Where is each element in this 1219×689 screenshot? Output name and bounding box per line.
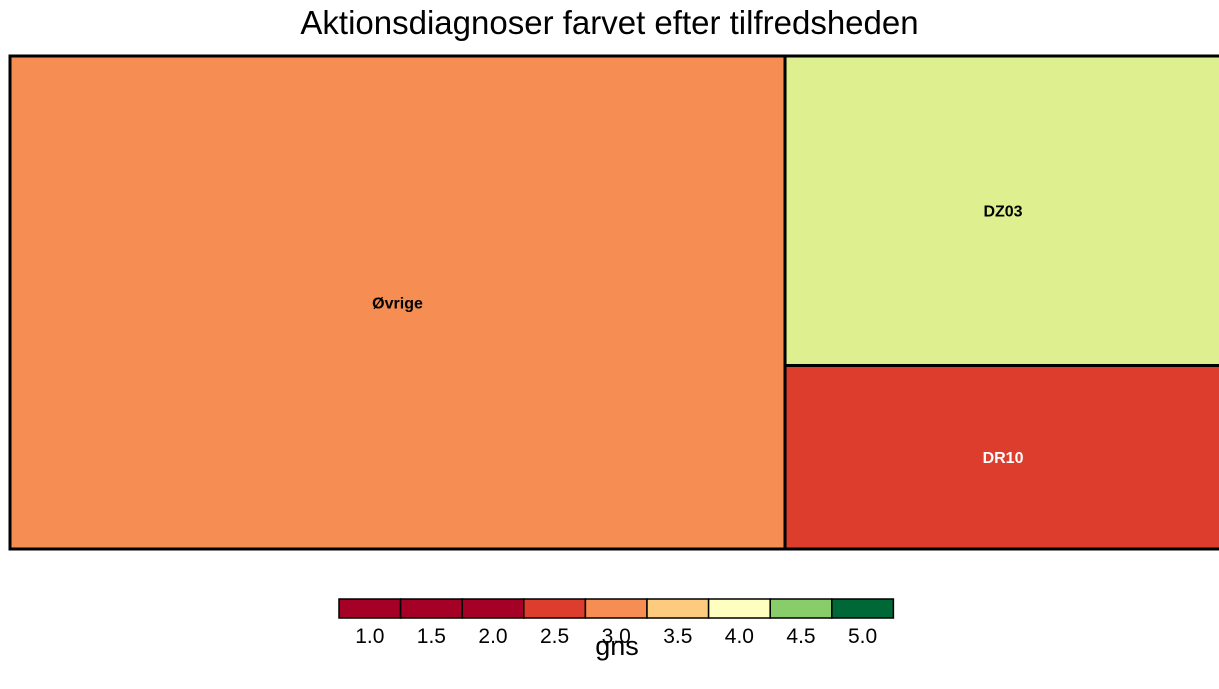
legend-swatch	[707, 598, 771, 619]
legend-swatch	[338, 598, 402, 619]
legend-title: gns	[595, 631, 639, 661]
legend-tick-label: 3.5	[663, 625, 692, 648]
legend-tick-label: 2.0	[478, 625, 507, 648]
legend-swatch	[461, 598, 525, 619]
legend-tick-label: 4.0	[725, 625, 754, 648]
legend-tick-label: 2.5	[540, 625, 569, 648]
treemap-tile-label: DZ03	[983, 204, 1022, 221]
legend-swatch	[584, 598, 648, 619]
legend-swatch	[769, 598, 833, 619]
treemap-tile-dr10	[783, 363, 1219, 551]
legend-tick-label: 3.0	[602, 625, 631, 648]
legend-swatch	[399, 598, 463, 619]
legend-tick-label: 4.5	[786, 625, 815, 648]
legend-swatch	[523, 598, 587, 619]
legend-swatch	[646, 598, 710, 619]
chart-title: Aktionsdiagnoser farvet efter tilfredshe…	[300, 4, 919, 41]
treemap-tile-ovrige	[8, 54, 787, 551]
legend-tick-label: 1.0	[355, 625, 384, 648]
legend-tick-label: 5.0	[848, 625, 877, 648]
treemap-tile-label: Øvrige	[372, 296, 423, 313]
legend-tick-label: 1.5	[417, 625, 446, 648]
legend-swatch	[831, 598, 895, 619]
treemap-tile-label: DR10	[983, 450, 1024, 467]
